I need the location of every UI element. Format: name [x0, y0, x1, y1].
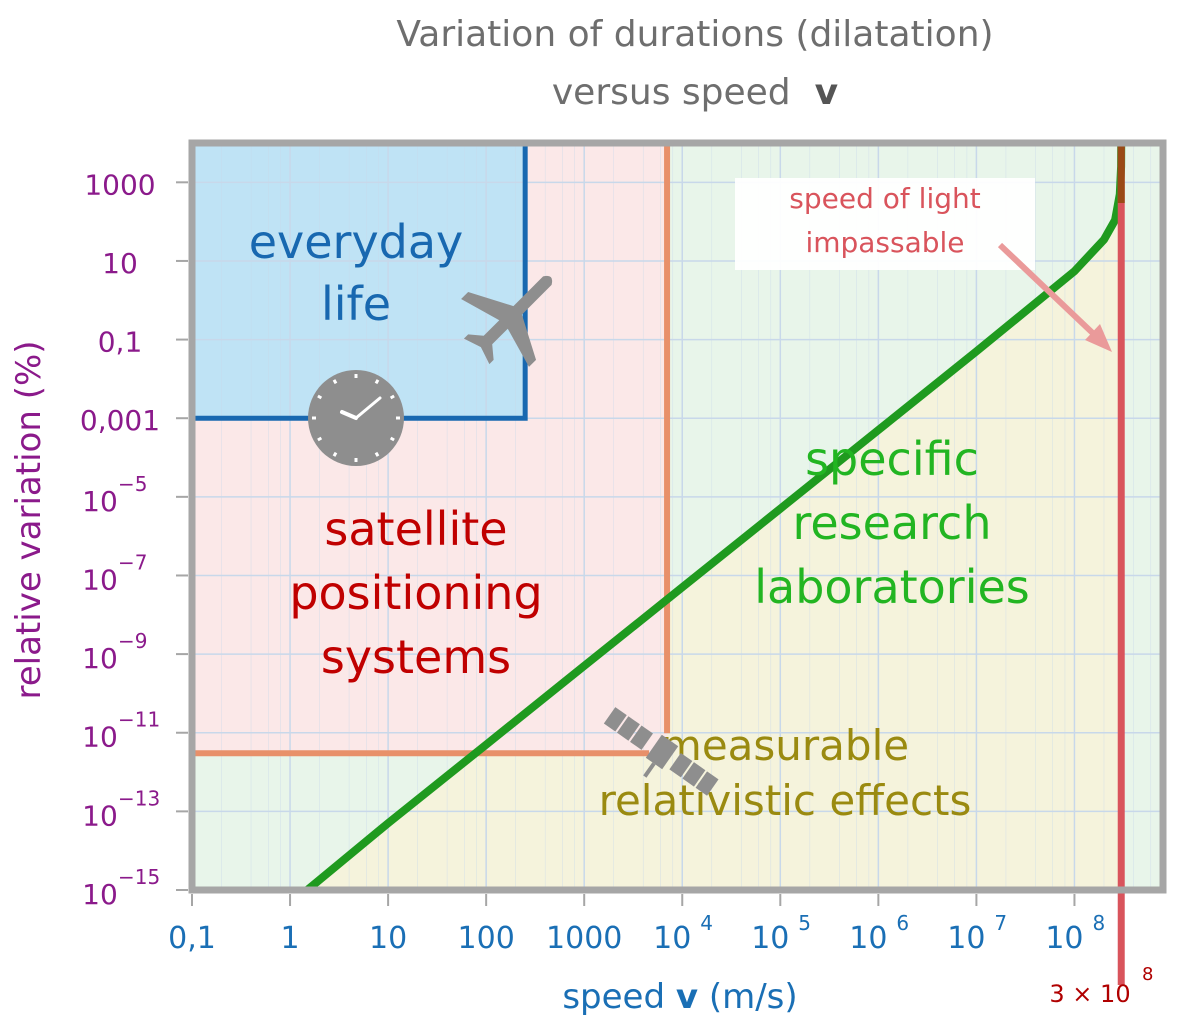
- satellite-panel-right: [682, 762, 706, 787]
- clock-tick: [317, 394, 323, 400]
- x-tick-label: 10: [653, 921, 691, 956]
- x-tick-exponent: 4: [700, 911, 713, 935]
- clock-tick: [374, 379, 380, 385]
- x-tick-label: 10: [751, 921, 789, 956]
- region-effects-fill: [192, 143, 1122, 890]
- clock-tick: [389, 436, 395, 442]
- satellite-panel-left: [630, 725, 653, 750]
- region-label-3-1: relativistic effects: [599, 776, 972, 825]
- x-tick-label: 1: [281, 921, 300, 956]
- satellite-panel-right: [695, 771, 719, 796]
- x-tick-exponent: 8: [1092, 911, 1105, 935]
- region-label-1-2: systems: [321, 630, 511, 684]
- x-tick-label: 10: [849, 921, 887, 956]
- clock-tick: [332, 379, 338, 385]
- satellite-icon: [603, 707, 719, 796]
- light-speed-exponent: 8: [1142, 964, 1153, 985]
- clock-tick: [374, 451, 380, 457]
- x-tick-label: 10: [947, 921, 985, 956]
- region-label-2-1: research: [792, 496, 991, 550]
- y-tick-label: 10: [82, 878, 118, 911]
- light-annotation-text: impassable: [805, 226, 964, 259]
- region-label-2-0: specific: [805, 432, 979, 486]
- x-tick-label: 1000: [546, 921, 622, 956]
- chart-subtitle: versus speed v: [0, 72, 1200, 113]
- light-arrow-shaft: [997, 242, 1103, 343]
- y-tick-label: 10: [82, 563, 118, 596]
- satellite-panel-left: [603, 707, 627, 732]
- chart-title-text: Variation of durations (dilatation): [396, 14, 994, 55]
- x-tick-label: 100: [458, 921, 515, 956]
- y-tick-exponent: −5: [118, 472, 147, 496]
- y-tick-exponent: −9: [118, 629, 147, 653]
- everyday-boundary: [192, 143, 528, 421]
- clock-tick: [332, 451, 338, 457]
- y-tick-label: 10: [82, 485, 118, 518]
- light-arrow-head: [1085, 324, 1112, 352]
- y-tick-label: 0,1: [98, 326, 143, 359]
- region-label-0-1: life: [321, 277, 391, 331]
- region-label-1-1: positioning: [289, 566, 542, 620]
- airplane-body: [461, 275, 553, 367]
- region-label-0-0: everyday: [249, 215, 464, 269]
- x-tick-label: 10: [1045, 921, 1083, 956]
- satellite-antenna: [643, 762, 656, 778]
- y-tick-exponent: −11: [118, 708, 160, 732]
- y-tick-label: 10: [82, 799, 118, 832]
- x-tick-exponent: 5: [798, 911, 811, 935]
- region-label-2-2: laboratories: [754, 560, 1030, 614]
- x-tick-label: 0,1: [168, 921, 216, 956]
- clock-hour-hand: [340, 410, 358, 420]
- x-axis-label: speed v (m/s): [562, 977, 797, 1017]
- y-tick-exponent: −13: [118, 786, 160, 810]
- chart-subtitle-text: versus speed: [551, 72, 791, 113]
- y-tick-label: 10: [102, 247, 138, 280]
- y-tick-label: 0,001: [80, 404, 160, 437]
- clock-minute-hand: [354, 396, 382, 420]
- y-axis-label: relative variation (%): [9, 340, 49, 699]
- chart-title: Variation of durations (dilatation): [0, 14, 1200, 55]
- clock-tick: [389, 394, 395, 400]
- y-tick-label: 1000: [84, 168, 155, 201]
- region-label-1-0: satellite: [324, 502, 507, 556]
- satellite-boundary: [192, 143, 671, 757]
- light-speed-label: 3 × 10: [1049, 980, 1130, 1008]
- y-tick-exponent: −7: [118, 550, 147, 574]
- y-tick-label: 10: [82, 642, 118, 675]
- x-tick-exponent: 6: [896, 911, 909, 935]
- light-annotation-text: speed of light: [789, 182, 980, 215]
- plot-frame: [188, 139, 1167, 894]
- light-annotation-box: [735, 178, 1035, 270]
- region-label-3-0: measurable: [661, 721, 909, 770]
- x-tick-label: 10: [369, 921, 407, 956]
- satellite-panel-right: [669, 752, 693, 778]
- airplane-icon: [461, 275, 553, 367]
- satellite-body: [645, 734, 679, 770]
- y-tick-label: 10: [82, 721, 118, 754]
- x-tick-exponent: 7: [994, 911, 1007, 935]
- clock-tick: [317, 436, 323, 442]
- chart-subtitle-symbol: v: [814, 72, 839, 113]
- y-tick-exponent: −15: [118, 865, 160, 889]
- clock-icon: [308, 370, 404, 466]
- satellite-panel-left: [616, 716, 640, 741]
